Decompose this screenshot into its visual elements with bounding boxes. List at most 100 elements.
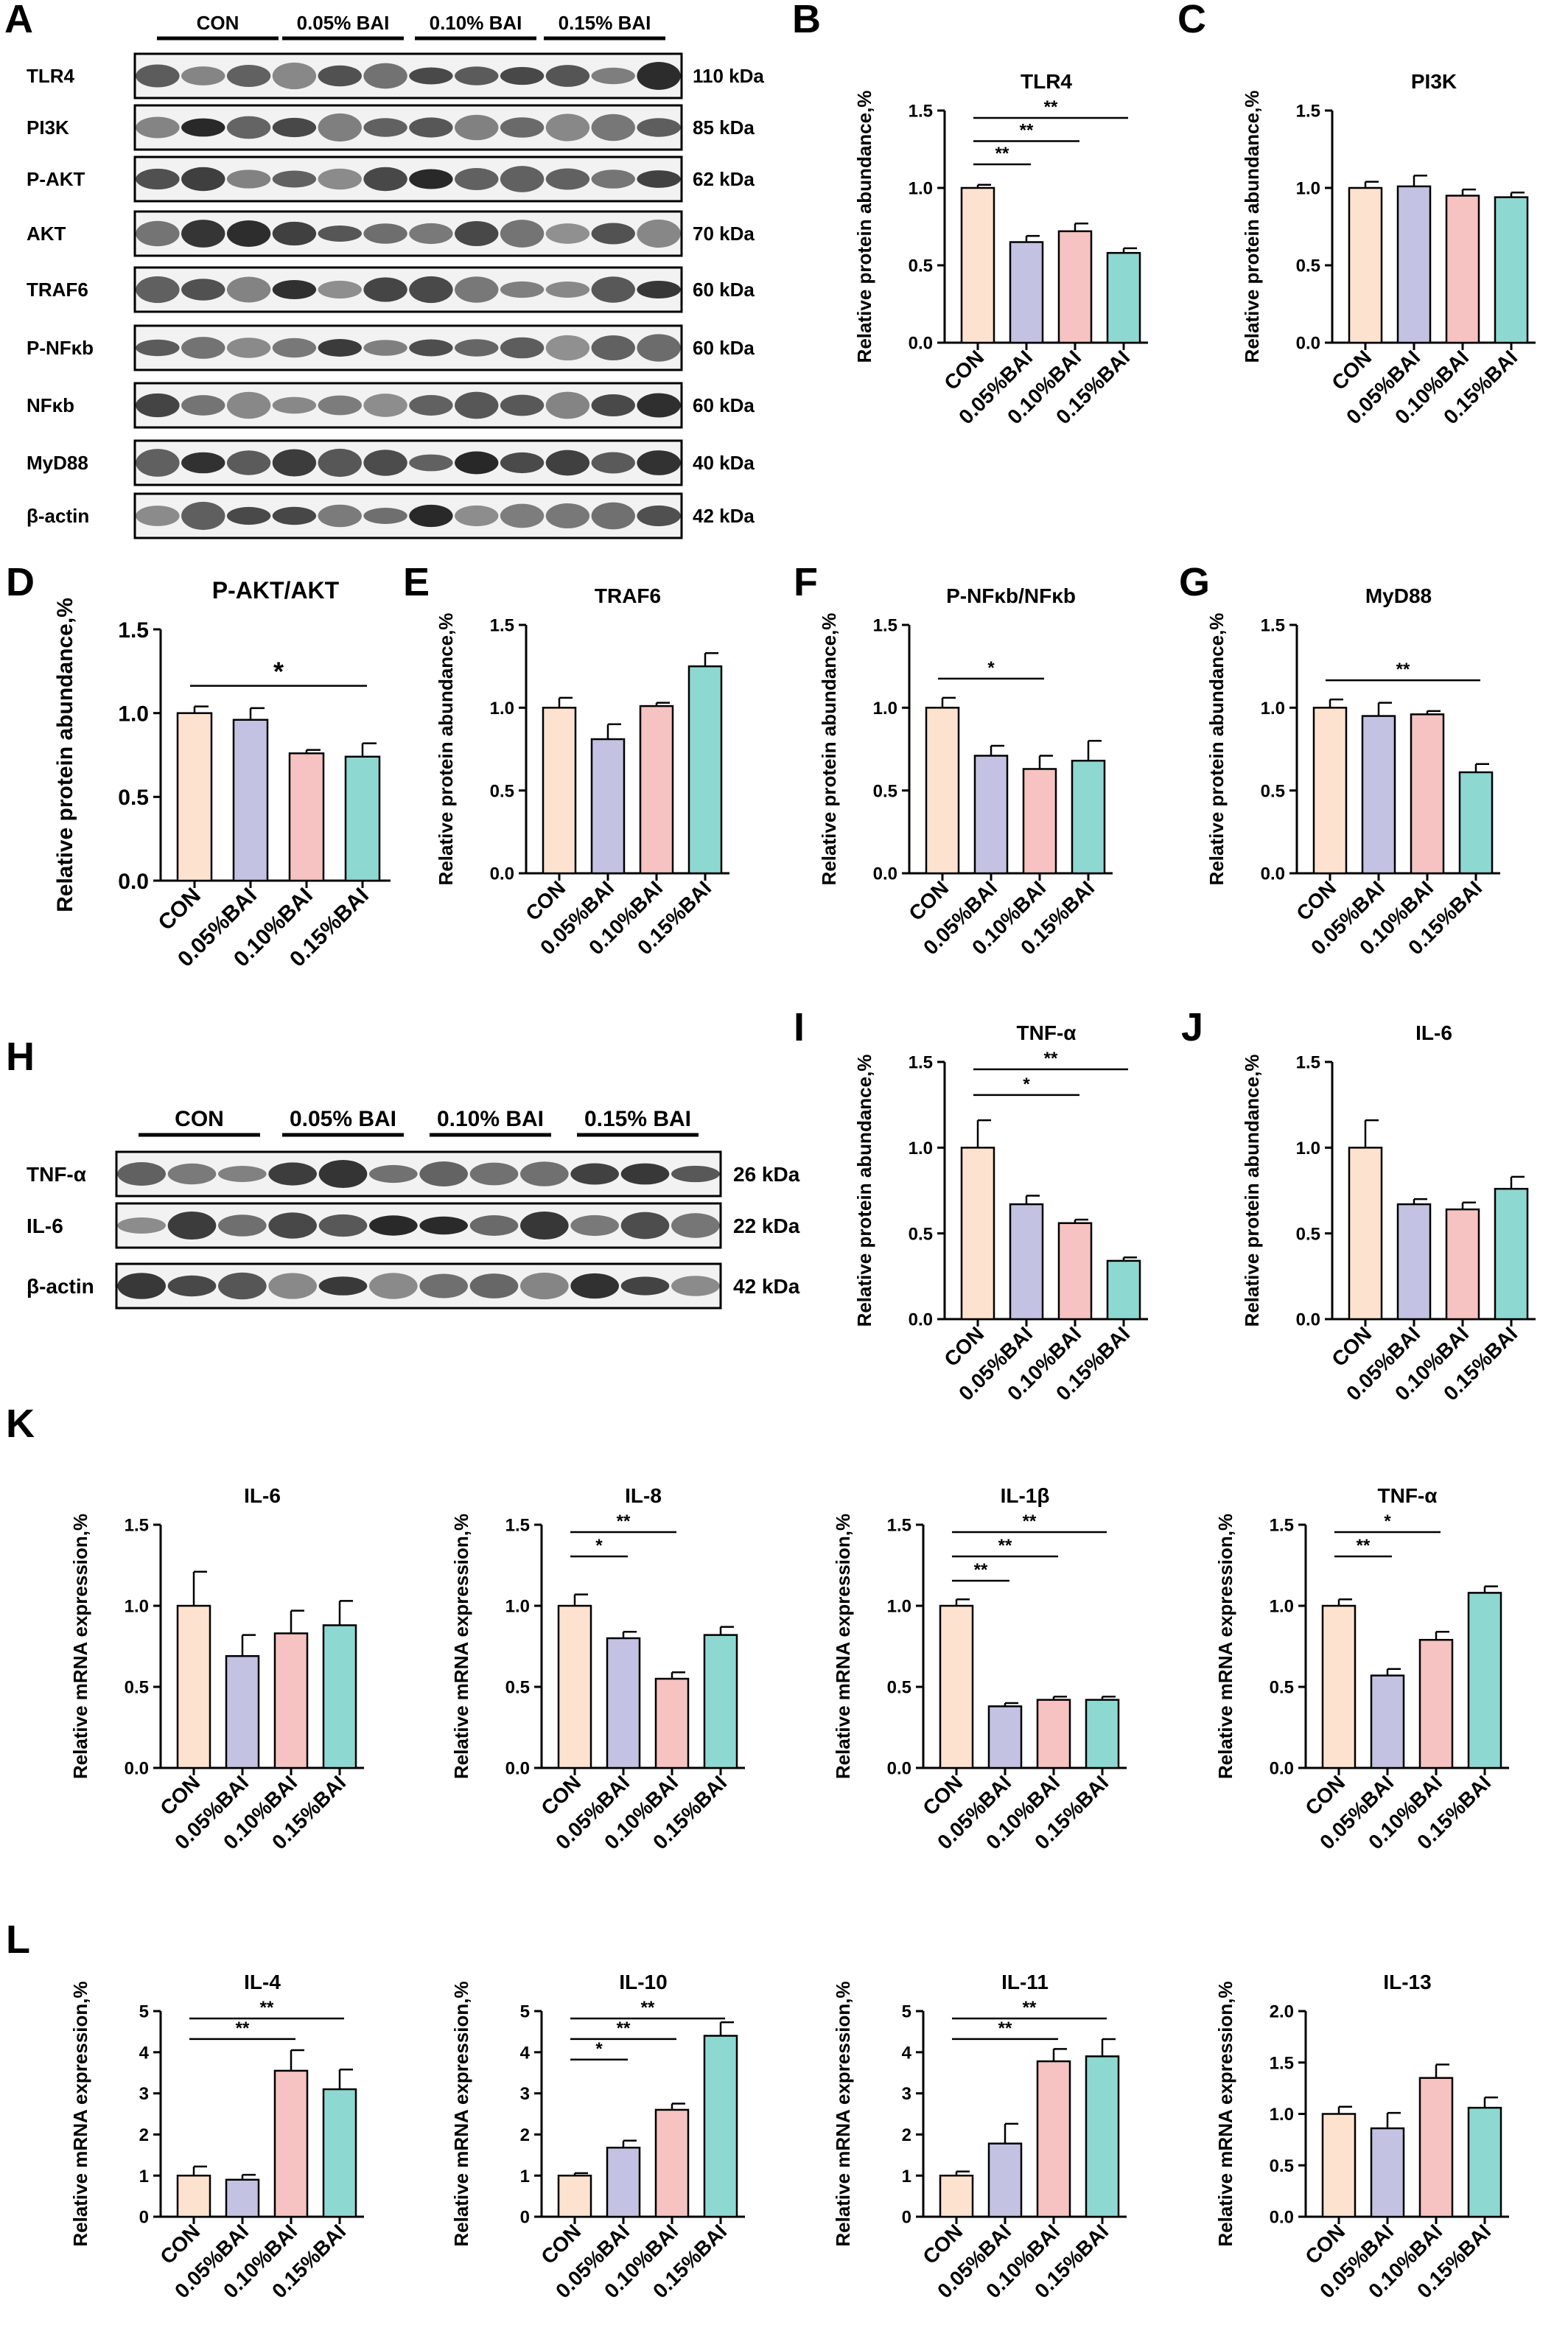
blot-band: [272, 396, 317, 414]
blot-band: [218, 1214, 267, 1237]
y-tick-label: 1.0: [1270, 2105, 1294, 2125]
blot-band: [363, 63, 407, 89]
y-axis-label: Relative protein abundance,%: [1241, 1055, 1263, 1327]
chart-title: TLR4: [1021, 70, 1072, 93]
blot-band: [363, 167, 407, 192]
significance-marker: **: [260, 1998, 274, 2018]
y-tick-label: 0.5: [490, 781, 514, 801]
bar-con: [1321, 1604, 1357, 1769]
y-axis-label: Relative mRNA expression,%: [450, 1514, 472, 1779]
blot-band: [117, 1273, 166, 1299]
significance-marker: **: [974, 1560, 988, 1580]
chart-title: P-NFκb/NFκb: [946, 584, 1076, 607]
bar-0-05-bai: [606, 2147, 641, 2218]
blot-band: [181, 279, 225, 301]
bar-0-05-bai: [590, 738, 626, 875]
significance-marker: **: [998, 2018, 1012, 2038]
y-tick-label: 5: [902, 2002, 911, 2022]
blot-band: [500, 166, 545, 192]
blot-band: [318, 395, 362, 416]
y-tick-label: 1.5: [909, 1053, 933, 1073]
bar-0-10-bai: [654, 1677, 690, 1769]
group-label-0-05-bai: 0.05% BAI: [297, 12, 390, 34]
blot-strip-actin: [115, 1262, 722, 1310]
y-axis-label: Relative protein abundance,%: [1205, 613, 1228, 886]
blot-band: [318, 168, 362, 190]
y-axis-label: Relative mRNA expression,%: [1214, 1981, 1236, 2246]
y-tick-label: 0.0: [1270, 1759, 1294, 1779]
bar-con: [960, 1147, 995, 1321]
y-tick-label: 1.5: [1261, 616, 1285, 636]
molecular-weight-actin: 42 kDa: [693, 505, 755, 527]
y-tick-label: 1.5: [505, 1516, 530, 1536]
bar-0-10-bai: [1418, 1638, 1454, 1769]
bar-0-05-bai: [1009, 241, 1044, 344]
significance-marker: **: [1044, 1049, 1058, 1069]
blot-band: [500, 117, 545, 138]
molecular-weight-traf6: 60 kDa: [693, 279, 755, 301]
y-tick-label: 2: [520, 2125, 530, 2145]
blot-band: [671, 1213, 720, 1238]
y-tick-label: 3: [139, 2084, 149, 2104]
y-tick-label: 1.5: [118, 618, 149, 643]
blot-band: [500, 66, 545, 85]
blot-band: [363, 277, 407, 302]
chart-title: IL-8: [625, 1484, 662, 1507]
blot-band: [637, 280, 681, 299]
significance-marker: **: [617, 2018, 631, 2038]
y-tick-label: 1.5: [909, 102, 933, 122]
chart-panel-i: TNF-α Relative protein abundance,% 0.0 0.5 1…: [853, 1021, 1148, 1405]
blot-band: [455, 276, 499, 303]
group-label-0-15-bai: 0.15% BAI: [559, 12, 651, 34]
blot-band: [268, 1273, 317, 1299]
y-tick-label: 0.5: [887, 1678, 911, 1698]
blot-band: [117, 1161, 166, 1186]
blot-band: [500, 503, 545, 528]
bar-con: [960, 186, 995, 344]
blot-band: [419, 1216, 468, 1235]
panel-letter-c: C: [1177, 0, 1206, 41]
chart-title: PI3K: [1411, 70, 1457, 93]
blot-band: [268, 1162, 317, 1186]
blot-band: [455, 168, 499, 190]
blot-band: [409, 169, 453, 189]
panel-letters: A B C D E F G H I J K L: [4, 0, 1210, 1962]
blot-strip-traf6: [133, 266, 683, 313]
protein-label-actin: β-actin: [27, 505, 89, 527]
blot-band: [500, 281, 545, 298]
blot-band: [455, 391, 499, 419]
y-tick-label: 2: [902, 2125, 911, 2145]
chart-panel-l4: IL-13 Relative mRNA expression,% 0.0 0.5 1.0…: [1214, 1971, 1509, 2302]
chart-title: IL-6: [1415, 1021, 1452, 1044]
y-tick-label: 2: [139, 2125, 149, 2145]
blot-band: [363, 508, 407, 524]
blot-band: [409, 117, 453, 138]
significance-marker: **: [1020, 121, 1034, 141]
blot-band: [181, 452, 225, 474]
blot-band: [369, 1164, 418, 1184]
blot-band: [620, 1163, 670, 1185]
blot-band: [318, 448, 362, 478]
blot-strip-pi3k: [133, 104, 683, 151]
bar-0-10-bai: [273, 2069, 309, 2218]
panel-letter-k: K: [6, 1402, 35, 1446]
panel-letter-b: B: [792, 0, 821, 41]
bar-0-15-bai: [322, 1624, 357, 1769]
blot-band: [136, 168, 180, 190]
bar-0-15-bai: [344, 755, 381, 882]
chart-panel-k4: TNF-α Relative mRNA expression,% 0.0 0.5 1.0…: [1214, 1484, 1509, 1853]
y-tick-label: 1.5: [490, 616, 514, 636]
bar-0-10-bai: [1022, 768, 1057, 875]
y-tick-label: 0.0: [873, 864, 897, 884]
blot-band: [226, 220, 271, 248]
blot-band: [181, 167, 225, 192]
bar-0-10-bai: [1036, 1699, 1071, 1769]
chart-title: TNF-α: [1378, 1484, 1438, 1507]
blot-band: [272, 221, 317, 246]
bar-0-05-bai: [987, 1705, 1023, 1769]
blot-strip-akt: [133, 210, 683, 257]
blot-band: [363, 118, 407, 137]
blot-band: [363, 340, 407, 356]
